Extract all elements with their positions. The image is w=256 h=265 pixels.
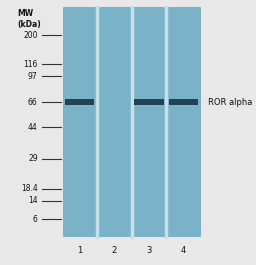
Text: 6: 6 <box>33 215 38 224</box>
Bar <box>63 7 201 237</box>
Text: 1: 1 <box>77 246 82 255</box>
Text: ROR alpha: ROR alpha <box>208 98 252 107</box>
Bar <box>65 99 94 105</box>
Text: 4: 4 <box>181 246 186 255</box>
Text: 2: 2 <box>112 246 117 255</box>
Text: 14: 14 <box>28 196 38 205</box>
Text: 44: 44 <box>28 123 38 132</box>
Text: 66: 66 <box>28 98 38 107</box>
Bar <box>134 99 164 105</box>
Text: 200: 200 <box>23 31 38 40</box>
Text: 29: 29 <box>28 154 38 163</box>
Text: 97: 97 <box>28 72 38 81</box>
Text: 18.4: 18.4 <box>21 184 38 193</box>
Text: 116: 116 <box>23 60 38 69</box>
Bar <box>169 99 198 105</box>
Text: 3: 3 <box>146 246 152 255</box>
Text: MW
(kDa): MW (kDa) <box>17 9 41 29</box>
